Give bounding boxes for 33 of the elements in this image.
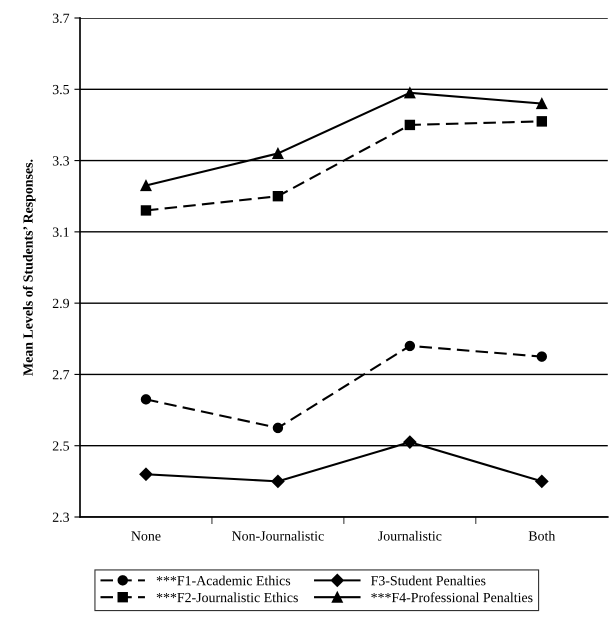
point bbox=[535, 474, 548, 488]
y-tick-label: 2.7 bbox=[52, 370, 70, 380]
x-tick-label: Non-Journalistic bbox=[232, 530, 324, 541]
point bbox=[140, 180, 152, 192]
y-tick-label: 3.3 bbox=[52, 156, 70, 166]
point bbox=[404, 120, 416, 130]
x-tick-label: Journalistic bbox=[378, 530, 442, 541]
y-tick-label: 2.3 bbox=[52, 512, 70, 522]
y-tick-label: 3.5 bbox=[52, 84, 70, 94]
x-tick-label: Both bbox=[528, 530, 556, 541]
point bbox=[404, 340, 416, 352]
point bbox=[272, 191, 284, 202]
y-axis-title: Mean Levels of Students’ Responses. bbox=[22, 160, 36, 376]
legend-label: F3-Student Penalties bbox=[371, 576, 486, 586]
x-tick-label: None bbox=[131, 531, 161, 541]
y-tick-label: 2.9 bbox=[52, 298, 70, 308]
point bbox=[272, 422, 284, 434]
point bbox=[140, 394, 152, 405]
point bbox=[536, 116, 548, 127]
legend-label: ***F1-Academic Ethics bbox=[156, 576, 290, 586]
point bbox=[272, 148, 284, 159]
point bbox=[404, 87, 416, 98]
point bbox=[536, 351, 548, 362]
y-tick-label: 2.5 bbox=[52, 441, 70, 451]
point bbox=[139, 468, 153, 481]
y-tick-label: 3.7 bbox=[52, 14, 70, 24]
legend-label: ***F2-Journalistic Ethics bbox=[156, 592, 298, 602]
point bbox=[536, 98, 548, 110]
point bbox=[403, 436, 416, 449]
y-tick-label: 3.1 bbox=[52, 227, 69, 237]
point bbox=[140, 205, 152, 216]
legend-label: ***F4-Professional Penalties bbox=[371, 592, 533, 602]
point bbox=[271, 474, 285, 488]
